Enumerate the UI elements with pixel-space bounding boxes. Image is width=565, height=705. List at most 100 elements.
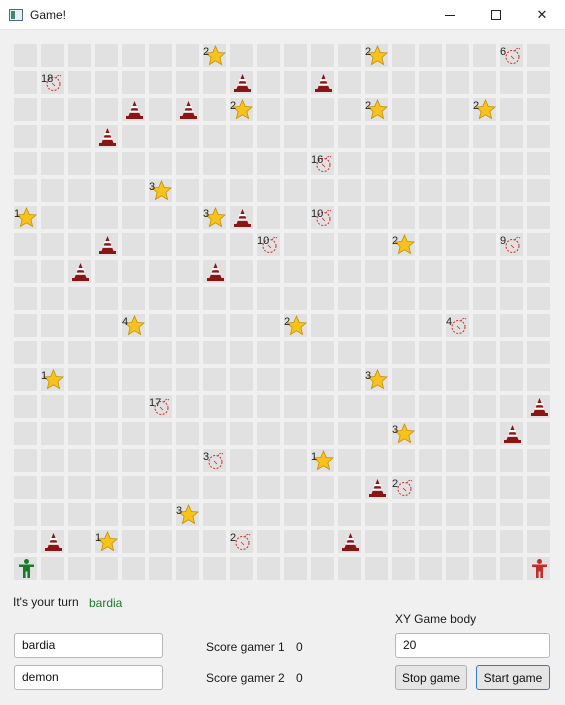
board-cell[interactable] <box>338 44 361 67</box>
board-cell[interactable] <box>473 125 496 148</box>
board-cell[interactable] <box>284 530 307 553</box>
board-cell[interactable] <box>338 530 361 553</box>
board-cell[interactable] <box>446 98 469 121</box>
board-cell[interactable] <box>500 71 523 94</box>
board-cell[interactable] <box>284 260 307 283</box>
board-cell[interactable] <box>473 341 496 364</box>
board-cell[interactable] <box>68 449 91 472</box>
board-cell[interactable] <box>392 179 415 202</box>
board-cell[interactable] <box>500 368 523 391</box>
board-cell[interactable] <box>95 260 118 283</box>
board-cell[interactable] <box>176 449 199 472</box>
board-cell[interactable] <box>500 152 523 175</box>
board-cell[interactable] <box>230 503 253 526</box>
board-cell[interactable] <box>95 44 118 67</box>
board-cell[interactable] <box>338 179 361 202</box>
board-cell[interactable] <box>500 125 523 148</box>
game-size-input[interactable]: 20 <box>395 633 550 658</box>
board-cell[interactable] <box>311 395 334 418</box>
board-cell[interactable] <box>419 503 442 526</box>
board-cell[interactable] <box>68 233 91 256</box>
board-cell[interactable] <box>473 44 496 67</box>
board-cell[interactable] <box>203 395 226 418</box>
board-cell[interactable] <box>230 179 253 202</box>
board-cell[interactable] <box>176 233 199 256</box>
board-cell[interactable] <box>365 206 388 229</box>
board-cell[interactable] <box>41 233 64 256</box>
board-cell[interactable] <box>149 341 172 364</box>
board-cell[interactable]: 2 <box>203 44 226 67</box>
board-cell[interactable] <box>257 206 280 229</box>
board-cell[interactable] <box>176 260 199 283</box>
board-cell[interactable] <box>419 260 442 283</box>
board-cell[interactable] <box>149 98 172 121</box>
board-cell[interactable] <box>446 152 469 175</box>
board-cell[interactable] <box>176 98 199 121</box>
board-cell[interactable]: 2 <box>365 44 388 67</box>
board-cell[interactable] <box>365 530 388 553</box>
board-cell[interactable] <box>257 503 280 526</box>
board-cell[interactable] <box>527 314 550 337</box>
board-cell[interactable] <box>392 71 415 94</box>
board-cell[interactable] <box>68 98 91 121</box>
board-cell[interactable] <box>338 233 361 256</box>
board-cell[interactable] <box>149 557 172 580</box>
board-cell[interactable] <box>95 476 118 499</box>
board-cell[interactable] <box>473 206 496 229</box>
board-cell[interactable] <box>284 287 307 310</box>
board-cell[interactable] <box>68 206 91 229</box>
board-cell[interactable] <box>311 179 334 202</box>
board-cell[interactable] <box>41 125 64 148</box>
board-cell[interactable] <box>365 422 388 445</box>
board-cell[interactable] <box>392 395 415 418</box>
board-cell[interactable] <box>257 341 280 364</box>
board-cell[interactable] <box>149 503 172 526</box>
board-cell[interactable] <box>95 503 118 526</box>
board-cell[interactable] <box>365 341 388 364</box>
board-cell[interactable] <box>257 125 280 148</box>
board-cell[interactable] <box>203 152 226 175</box>
board-cell[interactable] <box>446 44 469 67</box>
board-cell[interactable] <box>230 71 253 94</box>
board-cell[interactable] <box>230 557 253 580</box>
board-cell[interactable] <box>419 476 442 499</box>
board-cell[interactable] <box>41 341 64 364</box>
board-cell[interactable] <box>68 152 91 175</box>
board-cell[interactable] <box>41 422 64 445</box>
board-cell[interactable] <box>14 368 37 391</box>
board-cell[interactable] <box>365 476 388 499</box>
board-cell[interactable] <box>365 152 388 175</box>
board-cell[interactable] <box>446 71 469 94</box>
board-cell[interactable] <box>68 125 91 148</box>
board-cell[interactable] <box>419 557 442 580</box>
board-cell[interactable] <box>149 314 172 337</box>
board-cell[interactable] <box>365 233 388 256</box>
board-cell[interactable] <box>392 557 415 580</box>
board-cell[interactable] <box>14 530 37 553</box>
board-cell[interactable] <box>176 368 199 391</box>
board-cell[interactable] <box>122 179 145 202</box>
board-cell[interactable] <box>446 476 469 499</box>
board-cell[interactable] <box>149 287 172 310</box>
board-cell[interactable] <box>14 152 37 175</box>
board-cell[interactable] <box>149 449 172 472</box>
board-cell[interactable] <box>419 233 442 256</box>
board-cell[interactable] <box>527 152 550 175</box>
board-cell[interactable]: 3 <box>203 206 226 229</box>
board-cell[interactable] <box>203 314 226 337</box>
board-cell[interactable] <box>41 557 64 580</box>
board-cell[interactable] <box>419 530 442 553</box>
board-cell[interactable] <box>446 449 469 472</box>
board-cell[interactable] <box>527 422 550 445</box>
board-cell[interactable] <box>365 314 388 337</box>
board-cell[interactable] <box>311 260 334 283</box>
board-cell[interactable] <box>68 557 91 580</box>
board-cell[interactable] <box>176 71 199 94</box>
board-cell[interactable] <box>203 368 226 391</box>
board-cell[interactable] <box>473 233 496 256</box>
board-cell[interactable]: 4 <box>122 314 145 337</box>
board-cell[interactable] <box>176 152 199 175</box>
board-cell[interactable] <box>41 44 64 67</box>
board-cell[interactable] <box>446 179 469 202</box>
board-cell[interactable]: 1 <box>95 530 118 553</box>
